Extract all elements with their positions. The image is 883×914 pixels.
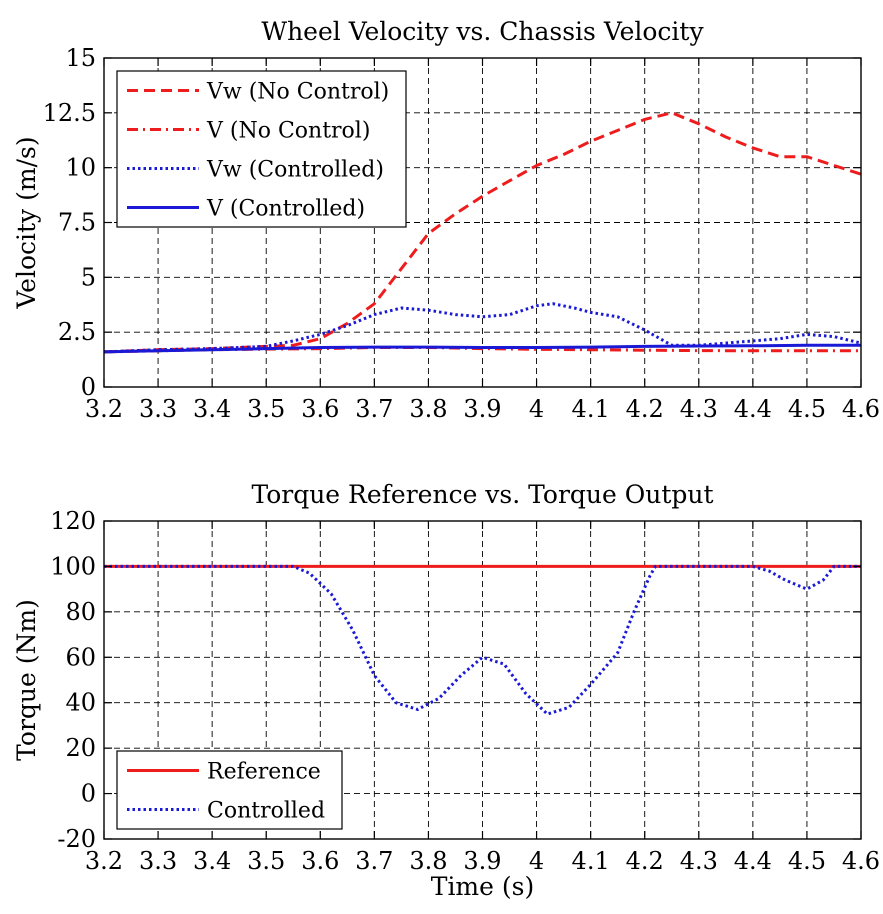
x-tick-label: 4.3 <box>680 395 718 423</box>
legend-label: Controlled <box>207 799 325 824</box>
series-line-3 <box>103 302 862 354</box>
legend-label: V (Controlled) <box>206 197 365 222</box>
x-tick-label: 3.8 <box>409 395 447 423</box>
series-line-2 <box>104 564 861 716</box>
x-tick-label: 3.5 <box>247 395 285 423</box>
y-tick-label: 120 <box>50 507 96 535</box>
chart-title: Wheel Velocity vs. Chassis Velocity <box>261 17 704 46</box>
y-tick-label: 0 <box>81 780 96 808</box>
x-tick-label: 3.7 <box>355 847 393 875</box>
legend: Vw (No Control) V (No Control) Vw (Control… <box>116 70 407 228</box>
x-tick-label: 4.5 <box>788 395 826 423</box>
chart-2: 3.2 3.3 3.4 3.5 3.6 3.7 3.8 3.9 4 4.1 4.2 4.3 4.4 4.5… <box>12 480 880 901</box>
x-tick-label: 3.4 <box>193 395 231 423</box>
x-tick-label: 3.2 <box>85 395 123 423</box>
chart-1: 3.2 3.3 3.4 3.5 3.6 3.7 3.8 3.9 4 4.1 4.2 4.3 4.4 4.5… <box>12 17 880 423</box>
y-tick-label: 2.5 <box>58 318 96 346</box>
x-tick-label: 4.1 <box>572 847 610 875</box>
legend-label: Reference <box>207 760 321 785</box>
x-tick-label: 4.4 <box>734 847 772 875</box>
x-tick-label: 3.9 <box>463 847 501 875</box>
x-tick-label: 4.4 <box>734 395 772 423</box>
y-axis-label: Torque (Nm) <box>12 599 41 761</box>
y-tick-label: 60 <box>65 643 96 671</box>
x-axis-label: Time (s) <box>431 872 534 901</box>
x-tick-label: 3.2 <box>85 847 123 875</box>
x-tick-label: 3.6 <box>301 847 339 875</box>
x-tick-label: 3.8 <box>409 847 447 875</box>
y-tick-label: 0 <box>81 373 96 401</box>
legend-label: Vw (Controlled) <box>206 158 384 183</box>
x-tick-label: 3.5 <box>247 847 285 875</box>
x-tick-label: 3.6 <box>301 395 339 423</box>
x-tick-label: 4.2 <box>626 395 664 423</box>
legend: Reference Controlled <box>116 750 343 830</box>
legend-box <box>116 750 343 830</box>
legend-box <box>116 70 407 228</box>
y-axis-label: Velocity (m/s) <box>12 136 41 309</box>
x-tick-label: 4.2 <box>626 847 664 875</box>
y-tick-label: 20 <box>65 734 96 762</box>
y-tick-label: 80 <box>65 598 96 626</box>
y-tick-label: 12.5 <box>43 99 96 127</box>
y-tick-label: 15 <box>65 44 96 72</box>
series-line-4 <box>103 343 861 354</box>
y-tick-label: 5 <box>81 263 96 291</box>
y-tick-label: 100 <box>50 552 96 580</box>
y-tick-label: 40 <box>65 689 96 717</box>
legend-label: Vw (No Control) <box>206 80 389 105</box>
x-tick-label: 4.5 <box>788 847 826 875</box>
x-tick-label: 3.4 <box>193 847 231 875</box>
y-tick-label: -20 <box>57 825 96 853</box>
y-tick-label: 7.5 <box>58 209 96 237</box>
legend-label: V (No Control) <box>206 119 370 144</box>
y-tick-label: 10 <box>65 154 96 182</box>
x-tick-label: 4 <box>529 847 544 875</box>
x-tick-label: 4.6 <box>842 847 880 875</box>
x-tick-label: 3.3 <box>139 847 177 875</box>
x-tick-label: 3.9 <box>463 395 501 423</box>
chart-title: Torque Reference vs. Torque Output <box>251 480 713 509</box>
x-tick-label: 3.7 <box>355 395 393 423</box>
x-tick-label: 4.3 <box>680 847 718 875</box>
x-tick-label: 3.3 <box>139 395 177 423</box>
x-tick-label: 4 <box>529 395 544 423</box>
x-tick-label: 4.6 <box>842 395 880 423</box>
x-tick-label: 4.1 <box>572 395 610 423</box>
